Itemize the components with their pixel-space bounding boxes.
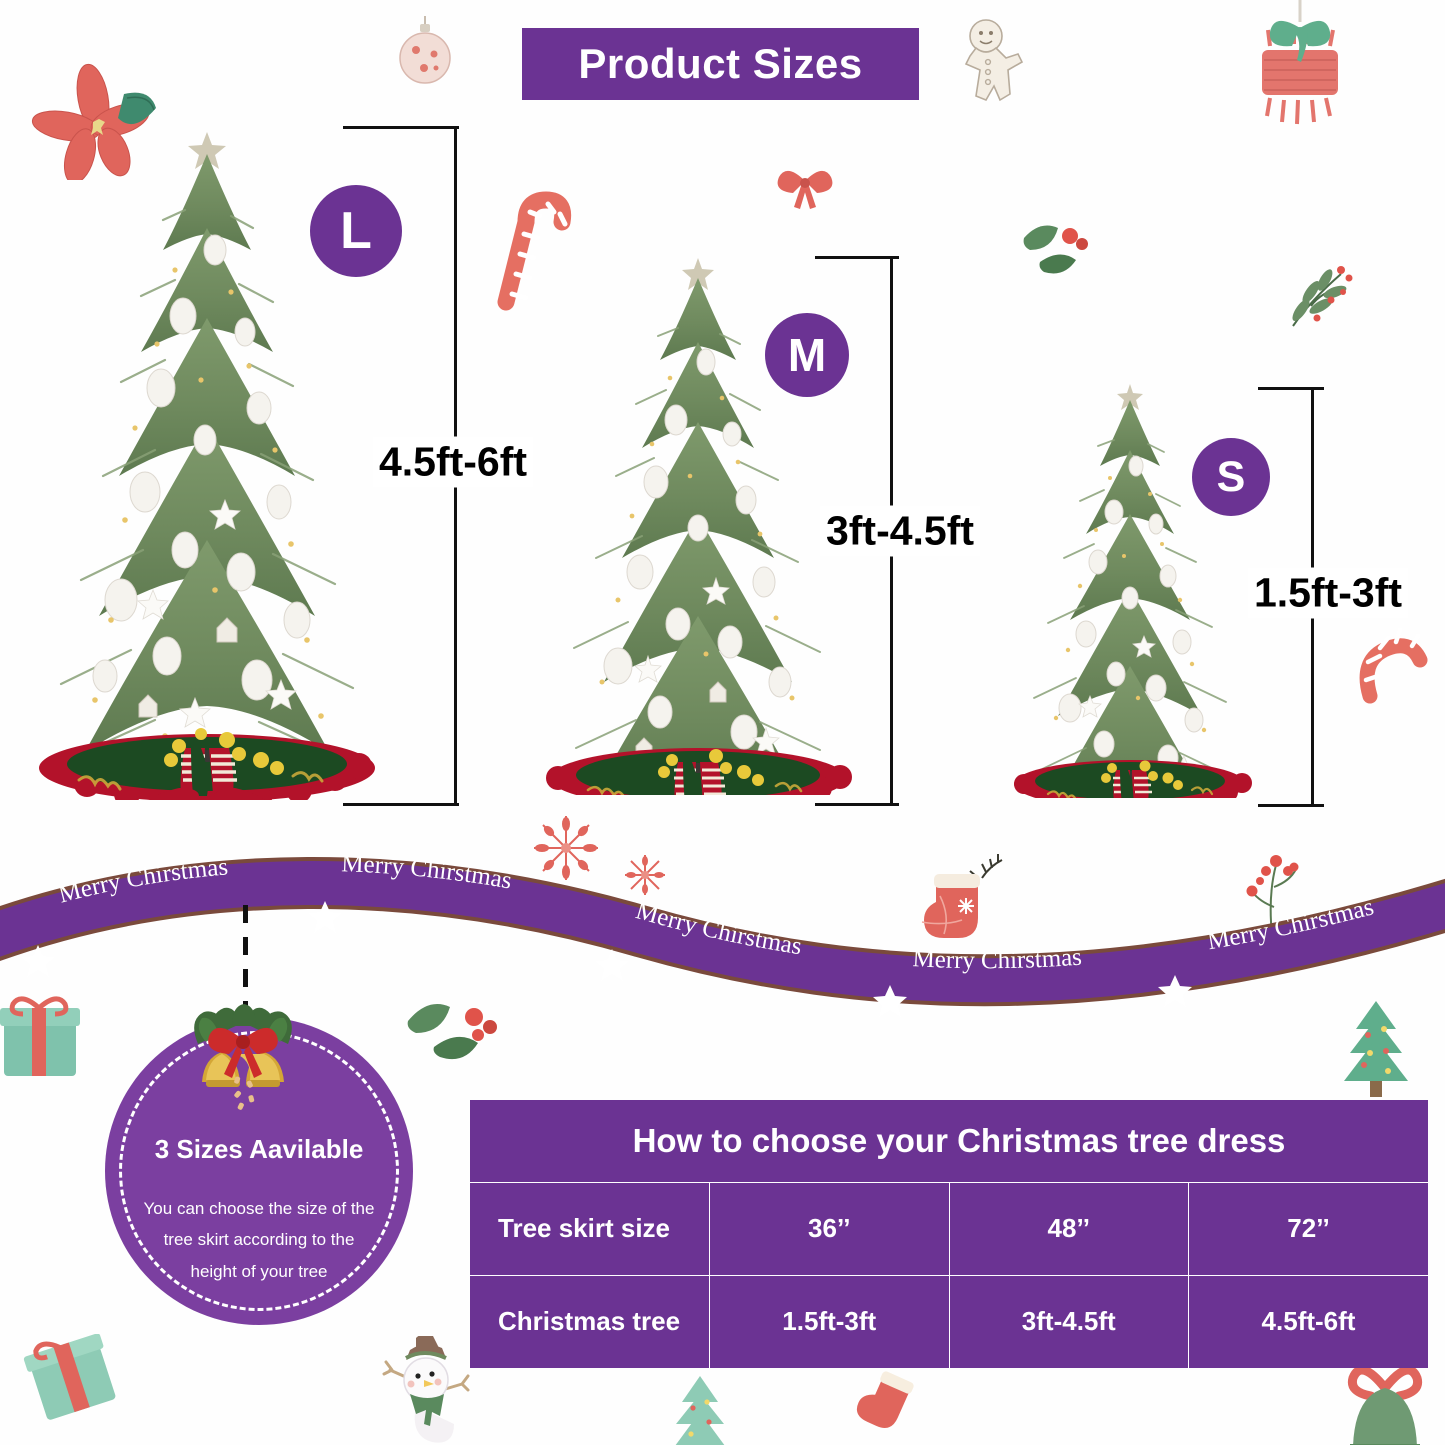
cell-tree-height-medium: 3ft-4.5ft	[948, 1274, 1189, 1368]
stocking-icon	[852, 1360, 922, 1440]
measure-label-medium: 3ft-4.5ft	[819, 505, 981, 557]
mistletoe-icon	[1275, 248, 1365, 338]
sizes-available-body-line-2: tree skirt according to the	[163, 1230, 355, 1250]
size-badge-medium: M	[765, 313, 849, 397]
large-christmas-tree-image	[35, 120, 380, 800]
tree-skirt	[39, 728, 375, 800]
ornament-ball-icon	[390, 10, 460, 90]
size-chart-head: How to choose your Christmas tree dress	[470, 1100, 1428, 1183]
snowman-icon	[372, 1336, 482, 1445]
pinata-bow-icon	[1240, 0, 1360, 145]
holly-berry-icon	[1010, 210, 1095, 290]
small-christmas-tree-image	[1010, 378, 1255, 798]
sizes-available-title: 3 Sizes Aavilable	[154, 1134, 364, 1164]
size-badge-small-letter: S	[1216, 452, 1246, 501]
measure-cap-bottom	[1258, 804, 1324, 807]
tree-skirt	[546, 748, 852, 795]
cell-skirt-size-72: 72’’	[1188, 1181, 1428, 1276]
cell-tree-height-small: 1.5ft-3ft	[709, 1274, 950, 1368]
gingerbread-man-icon	[952, 14, 1030, 114]
measure-cap-bottom	[815, 803, 899, 806]
page-title-text: Product Sizes	[578, 40, 863, 87]
bells-bow-ornament-icon	[178, 1000, 308, 1110]
measure-label-small: 1.5ft-3ft	[1247, 567, 1409, 619]
size-badge-small: S	[1192, 438, 1270, 516]
measure-cap-top	[815, 256, 899, 259]
gift-box-icon	[22, 1334, 132, 1434]
dashed-connector-line	[243, 905, 248, 1035]
size-badge-medium-letter: M	[787, 329, 827, 381]
sizes-available-body-line-3: height of your tree	[190, 1261, 328, 1281]
measure-cap-top	[1258, 387, 1324, 390]
sizes-available-body: You can choose the size of the tree skir…	[127, 1193, 391, 1287]
cell-skirt-size-48: 48’’	[948, 1181, 1189, 1276]
size-chart-table: How to choose your Christmas tree dress …	[470, 1100, 1428, 1368]
size-chart-body: Tree skirt size 36’’ 48’’ 72’’ Christmas…	[470, 1181, 1428, 1368]
table-row: Christmas tree 1.5ft-3ft 3ft-4.5ft 4.5ft…	[470, 1274, 1428, 1368]
table-row: Tree skirt size 36’’ 48’’ 72’’	[470, 1181, 1428, 1276]
medium-christmas-tree-image	[540, 250, 860, 795]
page-title: Product Sizes	[522, 28, 919, 100]
size-badge-large: L	[310, 185, 402, 277]
tree-skirt	[1014, 760, 1252, 798]
bow-icon	[770, 155, 840, 215]
measure-cap-bottom	[343, 803, 459, 806]
table-header-row: How to choose your Christmas tree dress	[470, 1100, 1428, 1183]
row-label-tree-skirt-size: Tree skirt size	[470, 1181, 710, 1276]
size-chart-title: How to choose your Christmas tree dress	[470, 1100, 1428, 1183]
christmas-tree-icon	[660, 1372, 740, 1445]
measure-line-small: 1.5ft-3ft	[1200, 387, 1424, 807]
measure-line-medium: 3ft-4.5ft	[775, 256, 1007, 806]
row-label-christmas-tree: Christmas tree	[470, 1274, 710, 1368]
measure-label-large: 4.5ft-6ft	[372, 436, 534, 488]
measure-cap-top	[343, 126, 459, 129]
sizes-available-body-line-1: You can choose the size of the	[143, 1199, 375, 1218]
cell-skirt-size-36: 36’’	[709, 1181, 950, 1276]
ribbon-text-4: Merry Chirstmas	[912, 944, 1083, 975]
merry-christmas-ribbon: Merry Chirstmas Merry Chirstmas Merry Ch…	[0, 845, 1445, 1045]
size-badge-large-letter: L	[340, 202, 372, 260]
ribbon-star-group	[21, 901, 1192, 1017]
measure-line-large: 4.5ft-6ft	[335, 126, 575, 806]
cell-tree-height-large: 4.5ft-6ft	[1188, 1274, 1428, 1368]
